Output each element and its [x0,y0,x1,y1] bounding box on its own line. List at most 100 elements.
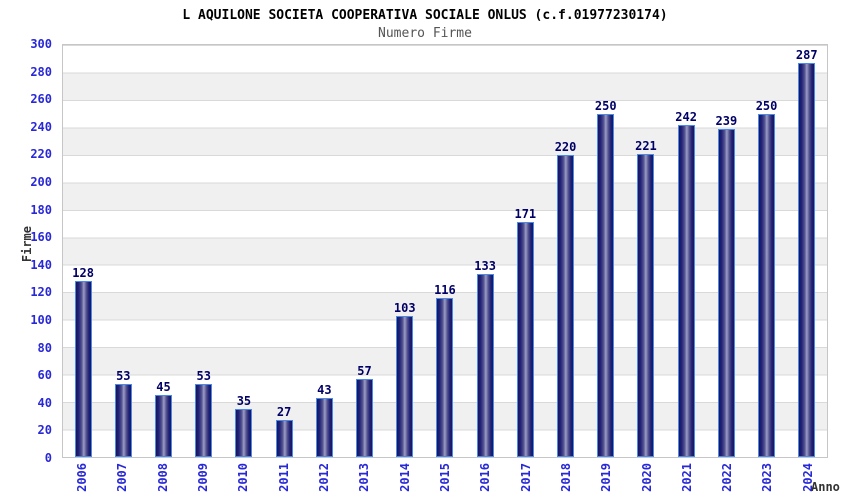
x-axis-tick: 2010 [236,463,251,492]
x-tick-slot: 2008 [143,463,183,499]
bar-slot: 171 [505,45,545,457]
bar-slot: 242 [666,45,706,457]
y-axis-tick: 300 [30,37,52,51]
bar-slot: 53 [103,45,143,457]
plot-area: 128 53 45 53 35 27 43 57 103 116 133 171 220 250 221 24… [62,44,828,458]
x-tick-slot: 2014 [385,463,425,499]
x-axis-tick: 2009 [196,463,211,492]
x-tick-slot: 2019 [586,463,626,499]
bar-slot: 27 [264,45,304,457]
x-tick-slot: 2010 [223,463,263,499]
x-tick-slot: 2015 [425,463,465,499]
bar-slot: 220 [545,45,585,457]
bar-value-label: 27 [276,404,292,419]
bar [637,153,655,457]
x-axis-tick: 2014 [397,463,412,492]
y-axis-tick: 40 [37,395,52,410]
bar-value-label: 128 [72,266,94,281]
x-axis-tick: 2020 [639,463,654,492]
bars-container: 128 53 45 53 35 27 43 57 103 116 133 171 220 250 221 24… [63,45,827,457]
y-axis-tick: 80 [37,340,52,355]
bar [597,113,615,457]
y-axis-tick: 260 [30,92,52,107]
bar-slot: 133 [465,45,505,457]
bar [114,384,132,457]
bar-slot: 116 [425,45,465,457]
x-tick-slot: 2006 [62,463,102,499]
bar-value-label: 221 [635,138,657,153]
bar-slot: 250 [746,45,786,457]
x-tick-slot: 2007 [102,463,142,499]
y-axis-tick: 160 [30,230,52,245]
bar [315,397,333,457]
x-tick-slot: 2021 [667,463,707,499]
bar [235,408,253,457]
x-tick-slot: 2016 [465,463,505,499]
y-axis-tick: 60 [37,368,52,383]
y-axis: 0 20 40 60 80 100 120 140 160 180 200 220 240 260 280 3… [0,37,56,465]
x-axis-tick: 2023 [760,463,775,492]
bar-slot: 239 [706,45,746,457]
x-tick-slot: 2011 [264,463,304,499]
bar-value-label: 250 [755,98,778,113]
y-axis-tick: 200 [30,174,52,189]
bar [557,154,575,457]
x-tick-slot: 2012 [304,463,344,499]
x-tick-slot: 2022 [707,463,747,499]
x-axis-tick: 2015 [437,463,452,492]
bar-value-label: 171 [514,207,537,222]
bar-slot: 221 [626,45,666,457]
bar [436,297,454,457]
bar-value-label: 43 [317,382,332,397]
bar-value-label: 242 [675,109,697,124]
y-axis-tick: 20 [37,423,52,438]
x-axis: 2006 2007 2008 2009 2010 2011 2012 2013 2014 2015… [62,463,828,499]
bar-value-label: 133 [474,259,496,274]
bar [677,124,695,457]
y-axis-tick: 280 [30,64,52,79]
x-tick-slot: 2017 [505,463,545,499]
bar [476,274,494,457]
x-axis-title: Anno [811,480,840,494]
bar-value-label: 45 [156,380,171,395]
bar-value-label: 53 [196,369,211,384]
bar-value-label: 116 [434,282,456,297]
chart-title: L AQUILONE SOCIETA COOPERATIVA SOCIALE O… [182,8,668,23]
bar-slot: 43 [304,45,344,457]
bar-slot: 35 [224,45,264,457]
bar [396,315,414,457]
bar [356,378,374,457]
y-axis-tick: 240 [30,119,52,134]
y-axis-tick: 120 [30,285,52,300]
bar [275,419,293,457]
y-axis-tick: 140 [30,257,52,272]
bar [195,384,213,457]
x-axis-tick: 2013 [357,463,372,492]
bar-value-label: 53 [116,369,131,384]
y-axis-tick: 100 [30,312,52,327]
x-axis-tick: 2006 [75,463,90,492]
bar-slot: 250 [586,45,626,457]
bar-slot: 45 [143,45,183,457]
y-axis-tick: 180 [30,202,52,217]
bar-value-label: 287 [795,47,818,62]
x-tick-slot: 2020 [626,463,666,499]
x-axis-tick: 2019 [599,463,614,492]
x-tick-slot: 2023 [747,463,787,499]
bar-value-label: 103 [393,300,416,315]
bar-value-label: 239 [715,113,738,128]
x-axis-tick: 2022 [720,463,735,492]
bar [717,128,735,457]
bar [74,281,92,457]
x-tick-slot: 2013 [344,463,384,499]
bar-value-label: 57 [357,363,372,378]
bar-slot: 57 [344,45,384,457]
x-tick-slot: 2009 [183,463,223,499]
bar-slot: 103 [385,45,425,457]
x-axis-tick: 2021 [679,463,694,492]
bar-value-label: 35 [236,393,252,408]
y-axis-tick: 0 [44,451,52,465]
x-axis-tick: 2017 [518,463,533,492]
bar-value-label: 220 [554,139,577,154]
